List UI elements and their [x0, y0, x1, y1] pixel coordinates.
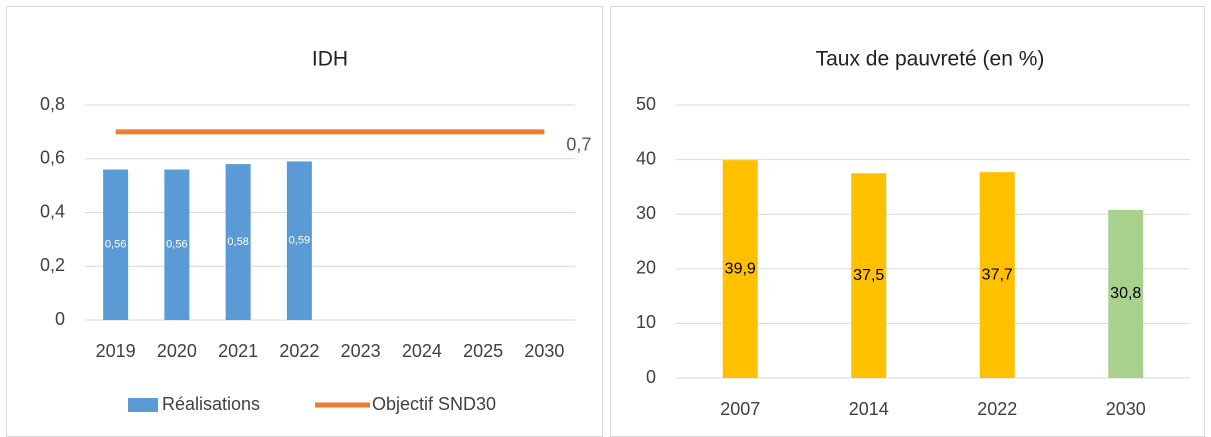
data-label: 0,56: [166, 239, 187, 251]
y-tick-label: 30: [636, 203, 656, 223]
x-tick-label: 2030: [1106, 399, 1146, 419]
x-tick-label: 2023: [341, 341, 381, 361]
chart-title: IDH: [312, 48, 348, 71]
y-tick-label: 0,4: [40, 201, 65, 221]
data-label: 37,5: [853, 267, 884, 284]
y-tick-label: 20: [636, 258, 656, 278]
y-tick-label: 0,6: [40, 148, 65, 168]
bar: [1108, 209, 1144, 378]
x-tick-label: 2022: [977, 399, 1017, 419]
y-tick-label: 0,2: [40, 255, 65, 275]
x-tick-label: 2019: [96, 341, 136, 361]
y-tick-label: 10: [636, 312, 656, 332]
legend-label: Objectif SND30: [372, 394, 496, 414]
y-tick-label: 0: [646, 367, 656, 387]
x-tick-label: 2030: [524, 341, 564, 361]
x-tick-label: 2014: [849, 399, 889, 419]
x-tick-label: 2007: [720, 399, 760, 419]
bar: [103, 169, 129, 320]
legend-swatch: [128, 398, 158, 412]
bar: [286, 161, 312, 320]
bar: [225, 164, 251, 320]
data-label: 0,58: [227, 236, 248, 248]
data-label: 30,8: [1110, 285, 1141, 302]
legend-label: Réalisations: [162, 394, 260, 414]
data-label: 0,59: [289, 235, 310, 247]
chart-title: Taux de pauvreté (en %): [816, 48, 1045, 71]
data-label: 37,7: [982, 266, 1013, 283]
data-label: 0,7: [566, 135, 591, 155]
x-tick-label: 2022: [279, 341, 319, 361]
bar: [851, 173, 887, 378]
y-tick-label: 0,8: [40, 94, 65, 114]
bar: [979, 172, 1015, 378]
x-tick-label: 2024: [402, 341, 442, 361]
bar: [722, 160, 758, 378]
x-tick-label: 2020: [157, 341, 197, 361]
y-tick-label: 40: [636, 148, 656, 168]
x-tick-label: 2025: [463, 341, 503, 361]
data-label: 0,56: [105, 239, 126, 251]
data-label: 39,9: [725, 260, 756, 277]
y-tick-label: 0: [55, 309, 65, 329]
y-tick-label: 50: [636, 94, 656, 114]
bar: [164, 169, 190, 320]
x-tick-label: 2021: [218, 341, 258, 361]
